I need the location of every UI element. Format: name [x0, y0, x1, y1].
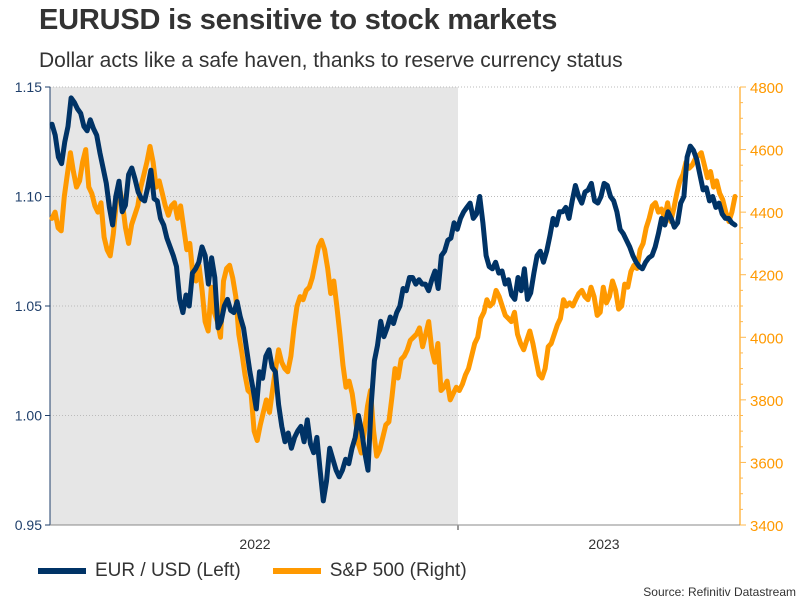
left-tick-label: 1.10	[15, 189, 42, 205]
right-tick-label: 3600	[750, 455, 783, 472]
right-tick-label: 3400	[750, 518, 783, 535]
legend-swatch-eurusd	[38, 568, 86, 574]
x-tick-label: 2023	[588, 536, 619, 552]
left-tick-label: 0.95	[15, 517, 42, 533]
right-tick-label: 4600	[750, 143, 783, 160]
right-axis: 3400 3600 3800 4000 4200 4400 4600 4800	[739, 80, 783, 535]
left-tick-label: 1.15	[15, 79, 42, 95]
right-tick-label: 4200	[750, 268, 783, 285]
series-group	[49, 95, 738, 504]
left-tick-label: 1.05	[15, 298, 42, 314]
x-axis: 2022 2023	[50, 524, 740, 552]
x-tick-label: 2022	[239, 536, 270, 552]
right-tick-label: 4000	[750, 330, 783, 347]
series-line-sp500	[49, 143, 738, 459]
legend: EUR / USD (Left) S&P 500 (Right)	[38, 560, 499, 582]
right-tick-label: 4800	[750, 80, 783, 97]
legend-swatch-sp500	[272, 568, 321, 574]
chart-title: EURUSD is sensitive to stock markets	[39, 4, 558, 36]
legend-label-eurusd: EUR / USD (Left)	[95, 560, 241, 581]
left-axis: 0.95 1.00 1.05 1.10 1.15	[15, 79, 51, 533]
legend-item-sp500[interactable]: S&P 500 (Right)	[272, 560, 467, 582]
legend-item-eurusd[interactable]: EUR / USD (Left)	[38, 560, 241, 582]
right-tick-label: 4400	[750, 205, 783, 222]
left-tick-label: 1.00	[15, 408, 42, 424]
series-line-eurusd	[49, 95, 738, 504]
chart-subtitle: Dollar acts like a safe haven, thanks to…	[39, 49, 623, 72]
source-note: Source: Refinitiv Datastream	[643, 585, 796, 599]
legend-label-sp500: S&P 500 (Right)	[329, 560, 467, 581]
right-tick-label: 3800	[750, 393, 783, 410]
